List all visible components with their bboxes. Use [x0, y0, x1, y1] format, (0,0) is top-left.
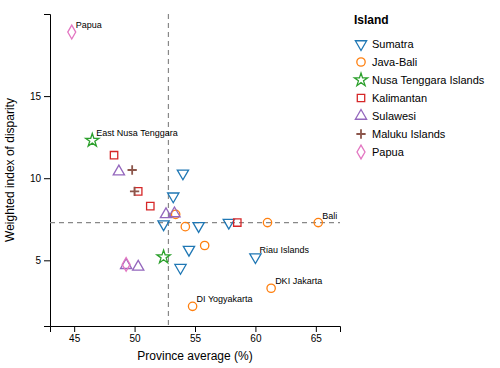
x-axis: 45 50 55 60 65	[51, 326, 341, 344]
point	[250, 254, 261, 264]
x-tick: 60	[250, 326, 262, 344]
legend-label: Maluku Islands	[372, 128, 446, 140]
x-tick-label: 65	[311, 333, 323, 344]
point	[157, 250, 170, 263]
legend-item: Kalimantan	[357, 92, 427, 104]
y-tick-label: 10	[30, 173, 42, 184]
point	[193, 223, 204, 233]
point	[267, 284, 275, 292]
point	[113, 165, 124, 175]
x-tick-label: 55	[190, 333, 202, 344]
legend-item: Sumatra	[355, 38, 414, 51]
y-tick-mark	[44, 178, 50, 179]
x-tick: 50	[130, 326, 142, 344]
series	[110, 152, 241, 227]
legend-symbol	[357, 94, 364, 101]
y-tick: 10	[30, 173, 50, 184]
point	[130, 187, 139, 196]
y-tick-label: 5	[35, 255, 41, 266]
point	[188, 302, 196, 310]
point	[110, 152, 117, 159]
x-tick-mark	[74, 326, 75, 332]
y-axis: 5 10 15	[30, 15, 51, 327]
point	[122, 258, 130, 272]
point-label: Papua	[76, 20, 102, 30]
series	[128, 165, 140, 196]
y-axis-line	[44, 15, 51, 327]
point	[234, 219, 241, 226]
series	[86, 133, 171, 262]
legend-title: Island	[354, 13, 389, 27]
series	[68, 25, 130, 271]
y-tick-label: 15	[30, 91, 42, 102]
legend-symbol	[357, 58, 365, 66]
point-label: DKI Jakarta	[275, 276, 322, 286]
legend-label: Nusa Tenggara Islands	[372, 74, 485, 86]
plot: 45 50 55 60 65 5 10 15 Province average (%) Weigh…	[3, 14, 341, 363]
x-axis-line	[51, 327, 341, 333]
legend-label: Papua	[372, 146, 405, 158]
x-tick-mark	[255, 326, 256, 332]
legend-label: Sumatra	[372, 38, 414, 50]
x-tick: 65	[311, 326, 323, 344]
point	[263, 218, 271, 226]
x-tick: 45	[69, 326, 81, 344]
point	[68, 25, 76, 39]
series	[171, 210, 322, 310]
y-tick: 5	[35, 255, 50, 266]
point	[168, 193, 179, 203]
y-tick: 15	[30, 91, 50, 102]
marks	[50, 14, 340, 326]
point	[158, 221, 169, 231]
x-axis-title: Province average (%)	[137, 349, 252, 363]
point	[175, 264, 186, 274]
legend-symbol	[356, 129, 365, 138]
point	[128, 165, 137, 174]
legend-label: Java-Bali	[372, 56, 417, 68]
point	[133, 260, 144, 270]
point	[223, 219, 234, 229]
legend-symbol	[357, 145, 365, 159]
x-tick-label: 45	[69, 333, 81, 344]
chart: 45 50 55 60 65 5 10 15 Province average (%) Weigh…	[0, 0, 500, 368]
y-tick-mark	[44, 260, 50, 261]
legend-item: Maluku Islands	[356, 128, 446, 140]
legend-item: Papua	[357, 145, 405, 159]
series	[113, 165, 180, 270]
legend: Island Sumatra Java-Bali Nusa Tenggara Isla…	[354, 13, 485, 159]
series	[158, 170, 261, 274]
point-label: Riau Islands	[259, 245, 309, 255]
point-label: DI Yogyakarta	[197, 294, 253, 304]
point	[200, 241, 208, 249]
legend-item: Sulawesi	[355, 109, 416, 121]
point-label: Bali	[322, 211, 337, 221]
x-tick-mark	[195, 326, 196, 332]
legend-symbol	[354, 73, 367, 86]
legend-symbol	[355, 41, 366, 51]
point	[177, 170, 188, 180]
annotations: Riau Islands Bali DKI Jakarta DI Yogyakarta…	[76, 20, 338, 304]
legend-item: Nusa Tenggara Islands	[354, 73, 484, 86]
legend-item: Java-Bali	[357, 56, 417, 68]
point-label: East Nusa Tenggara	[96, 128, 177, 138]
reference-line	[168, 14, 169, 326]
y-axis-title: Weighted index of disparity	[3, 98, 17, 242]
point	[181, 222, 189, 230]
x-tick-label: 60	[250, 333, 262, 344]
point	[314, 218, 322, 226]
legend-symbol	[355, 109, 366, 119]
legend-label: Sulawesi	[372, 110, 416, 122]
legend-label: Kalimantan	[372, 92, 427, 104]
x-tick-mark	[316, 326, 317, 332]
point	[169, 207, 180, 217]
x-tick-label: 50	[130, 333, 142, 344]
point	[147, 202, 154, 209]
y-tick-mark	[44, 96, 50, 97]
x-tick: 55	[190, 326, 202, 344]
x-tick-mark	[135, 326, 136, 332]
point	[183, 246, 194, 256]
